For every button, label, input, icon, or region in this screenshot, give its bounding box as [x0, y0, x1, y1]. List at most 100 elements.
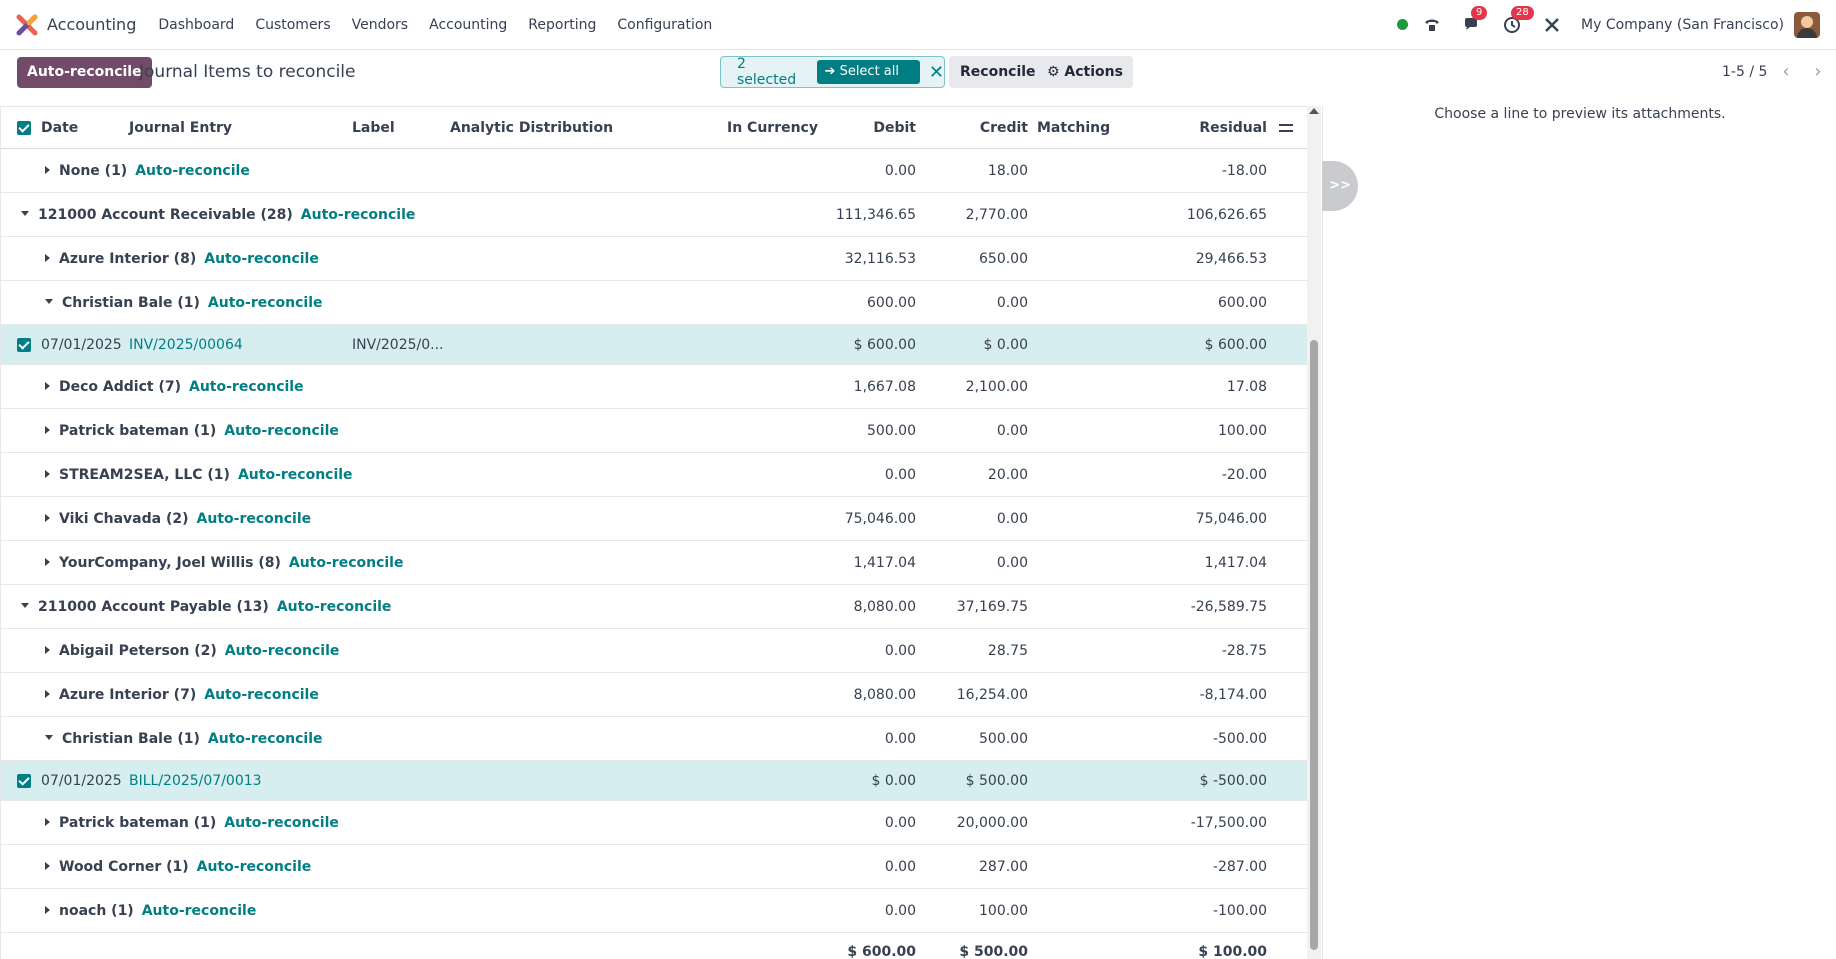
menu-vendors[interactable]: Vendors — [351, 16, 409, 33]
auto-reconcile-button[interactable]: Auto-reconcile — [17, 57, 152, 88]
group-label[interactable]: Wood Corner (1) — [59, 858, 189, 875]
row-checkbox[interactable] — [17, 337, 31, 352]
menu-configuration[interactable]: Configuration — [617, 16, 713, 33]
caret-right-icon[interactable] — [45, 861, 50, 870]
select-all-button[interactable]: ➔ Select all 49 — [816, 60, 920, 103]
menu-dashboard[interactable]: Dashboard — [158, 16, 235, 33]
menu-accounting[interactable]: Accounting — [429, 16, 508, 33]
group-row[interactable]: None (1) Auto-reconcile 0.00 18.00 -18.00 — [1, 148, 1307, 193]
group-row[interactable]: Abigail Peterson (2) Auto-reconcile 0.00 28… — [1, 628, 1307, 673]
group-row[interactable]: Azure Interior (8) Auto-reconcile 32,116.5… — [1, 236, 1307, 281]
menu-customers[interactable]: Customers — [255, 16, 331, 33]
group-row[interactable]: noach (1) Auto-reconcile 0.00 100.00 -100.00 — [1, 888, 1307, 933]
group-auto-reconcile-link[interactable]: Auto-reconcile — [196, 858, 312, 875]
caret-right-icon[interactable] — [45, 817, 50, 826]
col-label[interactable]: Label — [352, 106, 450, 149]
group-auto-reconcile-link[interactable]: Auto-reconcile — [196, 510, 312, 527]
group-label[interactable]: None (1) — [59, 162, 128, 179]
group-auto-reconcile-link[interactable]: Auto-reconcile — [276, 598, 392, 615]
caret-down-icon[interactable] — [45, 735, 53, 740]
caret-right-icon[interactable] — [45, 513, 50, 522]
group-row[interactable]: Christian Bale (1) Auto-reconcile 600.00 0.… — [1, 280, 1307, 325]
group-row[interactable]: Deco Addict (7) Auto-reconcile 1,667.08 2,1… — [1, 364, 1307, 409]
group-label[interactable]: Azure Interior (7) — [59, 686, 197, 703]
group-row[interactable]: Azure Interior (7) Auto-reconcile 8,080.00… — [1, 672, 1307, 717]
item-journal-entry[interactable]: BILL/2025/07/0013 — [129, 760, 352, 801]
caret-right-icon[interactable] — [45, 469, 50, 478]
group-auto-reconcile-link[interactable]: Auto-reconcile — [207, 730, 323, 747]
caret-right-icon[interactable] — [45, 165, 50, 174]
optional-columns-icon[interactable] — [1279, 121, 1295, 135]
col-matching[interactable]: Matching — [1028, 106, 1148, 149]
pager-prev-icon[interactable]: ‹ — [1782, 61, 1790, 82]
group-label[interactable]: Patrick bateman (1) — [59, 814, 217, 831]
group-auto-reconcile-link[interactable]: Auto-reconcile — [207, 294, 323, 311]
group-row[interactable]: Patrick bateman (1) Auto-reconcile 0.00 20,… — [1, 800, 1307, 845]
col-credit[interactable]: Credit — [916, 106, 1028, 149]
group-row[interactable]: 211000 Account Payable (13) Auto-reconcil… — [1, 584, 1307, 629]
caret-right-icon[interactable] — [45, 905, 50, 914]
group-row[interactable]: STREAM2SEA, LLC (1) Auto-reconcile 0.00 20.… — [1, 452, 1307, 497]
caret-right-icon[interactable] — [45, 253, 50, 262]
col-journal-entry[interactable]: Journal Entry — [129, 106, 352, 149]
group-label[interactable]: Christian Bale (1) — [62, 294, 200, 311]
phone-icon[interactable] — [1421, 14, 1443, 36]
caret-right-icon[interactable] — [45, 425, 50, 434]
col-in-currency[interactable]: In Currency — [727, 106, 819, 149]
group-auto-reconcile-link[interactable]: Auto-reconcile — [224, 422, 339, 439]
caret-down-icon[interactable] — [21, 603, 29, 608]
group-auto-reconcile-link[interactable]: Auto-reconcile — [300, 206, 416, 223]
group-auto-reconcile-link[interactable]: Auto-reconcile — [224, 642, 340, 659]
pager-next-icon[interactable]: › — [1814, 61, 1822, 82]
col-residual[interactable]: Residual — [1148, 106, 1267, 149]
pager-value[interactable]: 1-5 / 5 — [1722, 64, 1768, 80]
group-auto-reconcile-link[interactable]: Auto-reconcile — [189, 378, 304, 395]
group-auto-reconcile-link[interactable]: Auto-reconcile — [237, 466, 353, 483]
group-row[interactable]: Christian Bale (1) Auto-reconcile 0.00 500.… — [1, 716, 1307, 761]
item-journal-entry[interactable]: INV/2025/00064 — [129, 324, 352, 365]
caret-right-icon[interactable] — [45, 557, 50, 566]
group-auto-reconcile-link[interactable]: Auto-reconcile — [204, 686, 319, 703]
group-label[interactable]: Christian Bale (1) — [62, 730, 200, 747]
scroll-up-icon[interactable] — [1309, 108, 1319, 114]
caret-right-icon[interactable] — [45, 689, 50, 698]
group-label[interactable]: Abigail Peterson (2) — [59, 642, 217, 659]
debug-tools-icon[interactable] — [1541, 14, 1563, 36]
menu-reporting[interactable]: Reporting — [528, 16, 597, 33]
group-label[interactable]: YourCompany, Joel Willis (8) — [59, 554, 281, 571]
group-label[interactable]: Patrick bateman (1) — [59, 422, 217, 439]
group-row[interactable]: 121000 Account Receivable (28) Auto-recon… — [1, 192, 1307, 237]
caret-down-icon[interactable] — [45, 299, 53, 304]
col-analytic-distribution[interactable]: Analytic Distribution — [450, 106, 727, 149]
actions-button[interactable]: ⚙ Actions — [1037, 56, 1133, 88]
group-row[interactable]: Patrick bateman (1) Auto-reconcile 500.00 0… — [1, 408, 1307, 453]
app-name[interactable]: Accounting — [47, 15, 137, 34]
group-row[interactable]: YourCompany, Joel Willis (8) Auto-reconci… — [1, 540, 1307, 585]
group-label[interactable]: 121000 Account Receivable (28) — [38, 206, 293, 223]
col-debit[interactable]: Debit — [819, 106, 916, 149]
unselect-close-icon[interactable]: ✕ — [928, 61, 944, 83]
caret-right-icon[interactable] — [45, 645, 50, 654]
group-label[interactable]: Deco Addict (7) — [59, 378, 181, 395]
app-brand[interactable]: Accounting — [16, 14, 158, 36]
group-label[interactable]: Viki Chavada (2) — [59, 510, 189, 527]
group-auto-reconcile-link[interactable]: Auto-reconcile — [141, 902, 257, 919]
group-row[interactable]: Wood Corner (1) Auto-reconcile 0.00 287.00 -… — [1, 844, 1307, 889]
caret-down-icon[interactable] — [21, 211, 29, 216]
group-row[interactable]: Viki Chavada (2) Auto-reconcile 75,046.00 0… — [1, 496, 1307, 541]
list-scrollbar-thumb[interactable] — [1310, 340, 1318, 950]
group-auto-reconcile-link[interactable]: Auto-reconcile — [135, 162, 250, 179]
group-label[interactable]: Azure Interior (8) — [59, 250, 197, 267]
reconcile-button[interactable]: Reconcile — [949, 56, 1047, 88]
company-switcher[interactable]: My Company (San Francisco) — [1581, 16, 1784, 33]
row-checkbox[interactable] — [17, 773, 31, 788]
group-auto-reconcile-link[interactable]: Auto-reconcile — [204, 250, 319, 267]
group-label[interactable]: noach (1) — [59, 902, 134, 919]
select-all-checkbox[interactable] — [17, 120, 31, 135]
caret-right-icon[interactable] — [45, 381, 50, 390]
journal-item-row[interactable]: 07/01/2025 BILL/2025/07/0013 $ 0.00 $ 500.0… — [1, 760, 1307, 801]
activities-icon[interactable]: 28 — [1501, 5, 1534, 36]
user-avatar[interactable] — [1794, 11, 1820, 38]
group-label[interactable]: STREAM2SEA, LLC (1) — [59, 466, 230, 483]
group-auto-reconcile-link[interactable]: Auto-reconcile — [288, 554, 404, 571]
